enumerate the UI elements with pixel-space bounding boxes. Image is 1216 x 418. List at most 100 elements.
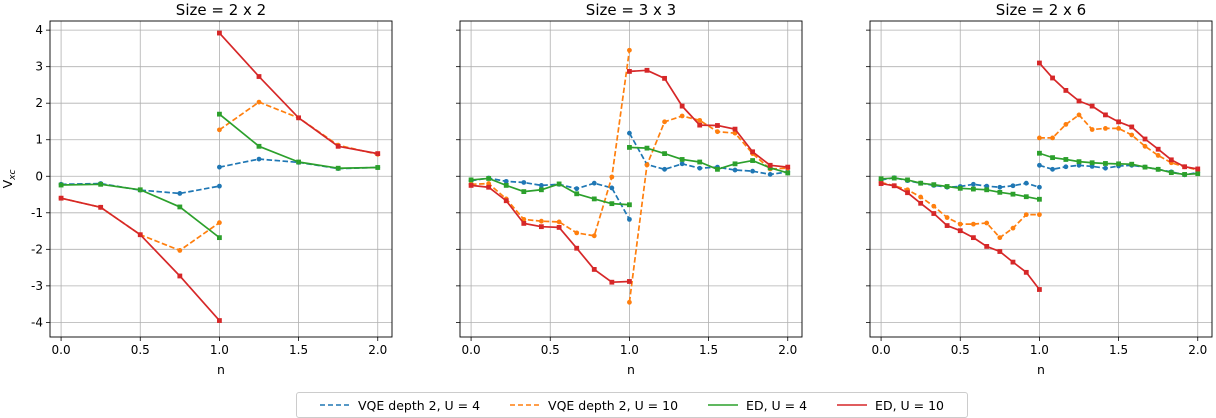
- data-point: [375, 165, 381, 170]
- y-tick-label: 1: [35, 133, 43, 147]
- data-point: [984, 183, 990, 189]
- legend-swatch-vqe-u4: [320, 404, 350, 406]
- data-point: [1195, 166, 1201, 172]
- data-point: [732, 161, 738, 167]
- data-point: [715, 123, 720, 128]
- x-tick-label: 1.0: [1030, 343, 1049, 357]
- data-point: [1182, 172, 1188, 177]
- data-point: [905, 177, 910, 183]
- x-tick-label: 2.0: [368, 343, 387, 357]
- data-point: [1037, 212, 1042, 218]
- y-tick-label: -3: [31, 279, 43, 293]
- data-point: [931, 211, 937, 216]
- data-point: [918, 180, 924, 186]
- legend-swatch-vqe-u10: [510, 404, 541, 406]
- data-point: [574, 230, 580, 236]
- data-point: [574, 245, 580, 251]
- data-point: [644, 145, 650, 151]
- data-point: [662, 119, 667, 125]
- panel-title: Size = 3 x 3: [586, 1, 676, 19]
- data-point: [970, 181, 976, 187]
- data-point: [1129, 132, 1135, 138]
- y-axis-label-subscript: xc: [8, 170, 18, 181]
- data-point: [137, 187, 143, 193]
- data-point: [1089, 127, 1095, 132]
- data-point: [627, 47, 632, 53]
- data-point: [905, 190, 910, 196]
- data-point: [503, 198, 509, 204]
- data-point: [785, 164, 791, 170]
- data-point: [627, 216, 632, 222]
- data-point: [1037, 150, 1042, 156]
- data-point: [468, 177, 474, 183]
- y-tick-label: 0: [35, 169, 43, 183]
- x-tick-label: 1.5: [1109, 343, 1128, 357]
- data-point: [627, 202, 632, 208]
- x-tick-label: 0.5: [951, 343, 970, 357]
- y-axis-label: Vxc: [0, 170, 18, 189]
- data-point: [750, 149, 755, 155]
- data-point: [1037, 135, 1042, 141]
- data-point: [591, 180, 597, 186]
- data-point: [1116, 126, 1121, 131]
- data-point: [662, 151, 667, 157]
- figure: 0.0 0.5 1.0 1.5 2.0 -4 -3 -2 -1 0 1 2 3 4 Size = 2 x 2…: [0, 1, 1213, 377]
- data-point: [217, 30, 222, 36]
- data-point: [137, 232, 143, 238]
- data-point: [944, 184, 950, 189]
- data-point: [591, 267, 597, 272]
- data-point: [1037, 287, 1042, 292]
- data-point: [970, 186, 976, 192]
- data-point: [1155, 166, 1161, 172]
- data-point: [627, 130, 632, 136]
- data-point: [538, 218, 544, 224]
- data-point: [750, 168, 755, 174]
- series-line: [470, 177, 631, 220]
- data-point: [679, 103, 685, 109]
- data-point: [591, 233, 597, 239]
- data-point: [627, 279, 632, 284]
- data-point: [1142, 164, 1148, 170]
- data-point: [1037, 184, 1042, 190]
- x-tick-label: 1.5: [289, 343, 308, 357]
- data-point: [296, 159, 301, 165]
- data-point: [1103, 165, 1108, 171]
- data-point: [970, 221, 976, 227]
- data-point: [1103, 161, 1108, 166]
- data-point: [997, 249, 1003, 254]
- data-point: [697, 117, 703, 123]
- data-point: [1076, 112, 1082, 118]
- data-point: [468, 182, 474, 188]
- data-point: [217, 164, 222, 170]
- x-tick-label: 1.0: [210, 343, 229, 357]
- data-point: [609, 279, 615, 285]
- x-tick-label: 0.0: [872, 343, 891, 357]
- data-point: [984, 220, 990, 226]
- series-line: [471, 50, 631, 237]
- data-point: [1103, 126, 1108, 131]
- panel-title: Size = 2 x 2: [176, 1, 266, 19]
- data-point: [98, 204, 104, 210]
- y-tick-label: 4: [35, 23, 43, 37]
- data-point: [591, 196, 597, 202]
- legend-label-vqe-u10: VQE depth 2, U = 10: [548, 397, 679, 413]
- data-point: [256, 74, 262, 79]
- data-point: [217, 235, 222, 241]
- data-point: [644, 67, 650, 73]
- data-point: [556, 225, 562, 230]
- data-point: [750, 158, 755, 163]
- x-axis-label: n: [627, 362, 635, 377]
- data-point: [697, 159, 703, 165]
- x-tick-label: 1.0: [620, 343, 639, 357]
- data-point: [296, 115, 301, 121]
- data-point: [538, 224, 544, 230]
- data-point: [1010, 191, 1016, 197]
- data-point: [697, 165, 703, 171]
- legend-label-ed-u4: ED, U = 4: [746, 397, 808, 413]
- legend-item-vqe-u10: VQE depth 2, U = 10: [510, 398, 678, 413]
- data-point: [217, 111, 222, 117]
- data-point: [1037, 60, 1042, 66]
- data-point: [486, 176, 492, 181]
- x-tick-label: 0.0: [52, 343, 71, 357]
- data-point: [574, 186, 580, 192]
